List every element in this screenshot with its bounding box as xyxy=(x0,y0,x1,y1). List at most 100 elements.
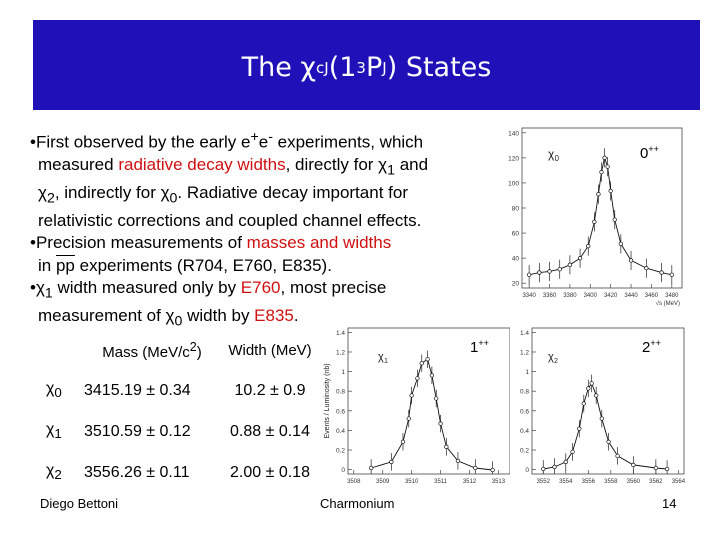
text: , indirectly for χ xyxy=(54,183,170,203)
data-point xyxy=(438,421,443,426)
data-point xyxy=(618,241,624,247)
jpc-superscript: ++ xyxy=(648,144,659,154)
bullet-2-line-2: in pp experiments (R704, E760, E835). xyxy=(30,255,510,278)
text: 2 xyxy=(189,339,197,354)
text: in xyxy=(38,255,56,275)
jpc-number: 2 xyxy=(642,339,650,356)
y-tick-label: 1.2 xyxy=(336,349,345,356)
footer-author: Diego Bettoni xyxy=(40,496,119,511)
x-tick-label: 3556 xyxy=(582,479,596,485)
text: width by xyxy=(182,306,255,326)
data-point xyxy=(567,262,573,267)
bullet-list: •First observed by the early e+e- experi… xyxy=(30,126,510,333)
state-label-sub: 1 xyxy=(384,357,388,365)
x-tick-label: 3511 xyxy=(434,479,448,485)
fit-curve xyxy=(543,382,668,470)
data-point xyxy=(570,449,575,454)
data-point xyxy=(429,373,435,378)
text: measured xyxy=(38,155,119,175)
data-point xyxy=(425,357,430,362)
text: •First observed by the early e xyxy=(30,132,251,152)
y-tick-label: 0.6 xyxy=(336,408,345,415)
state-cell: χ0 xyxy=(46,370,84,411)
jpc-number: 0 xyxy=(640,145,648,162)
data-point xyxy=(606,439,611,444)
data-point xyxy=(586,386,591,391)
data-point xyxy=(406,416,411,421)
title-bar: The χ cJ (1 3 P J) States xyxy=(33,20,700,110)
y-tick-label: 100 xyxy=(508,180,519,187)
jpc-label: 0++ xyxy=(640,144,659,162)
text: experiments, which xyxy=(272,132,424,152)
x-tick-label: 3340 xyxy=(522,293,536,299)
slide-title: The χ cJ (1 3 P J) States xyxy=(33,20,700,110)
data-point xyxy=(577,256,583,261)
data-point xyxy=(664,466,670,472)
footer-center: Charmonium xyxy=(320,496,395,511)
x-tick-label: 3380 xyxy=(563,293,577,299)
x-tick-label: 3420 xyxy=(604,293,618,299)
data-point xyxy=(653,465,659,471)
bullet-1-line-2: measured radiative decay widths, directl… xyxy=(30,154,510,182)
state-cell: χ2 xyxy=(46,452,84,493)
state-label-sub: 2 xyxy=(554,357,558,365)
data-point xyxy=(444,444,449,449)
y-tick-label: 0 xyxy=(341,467,345,474)
x-tick-label: 3510 xyxy=(405,479,419,485)
state-cell: χ1 xyxy=(46,411,84,452)
x-tick-label: 3513 xyxy=(492,479,506,485)
data-point xyxy=(409,393,414,398)
data-point xyxy=(659,270,664,275)
header-mass: Mass (MeV/c2) xyxy=(84,330,220,370)
text: . xyxy=(293,306,299,326)
data-point xyxy=(612,217,617,222)
title-superscript: 3 xyxy=(356,58,366,77)
x-tick-label: 3512 xyxy=(463,479,477,485)
data-point xyxy=(419,361,424,366)
bullet-1: •First observed by the early e+e- experi… xyxy=(30,126,510,154)
header-width: Width (MeV) xyxy=(228,341,312,359)
data-point xyxy=(434,396,439,401)
table-header: Mass (MeV/c2) Width (MeV) xyxy=(46,330,320,370)
title-text: ) States xyxy=(386,52,492,83)
data-point xyxy=(455,458,461,464)
y-tick-label: 120 xyxy=(508,155,519,162)
x-tick-label: 3508 xyxy=(347,479,361,485)
text: and xyxy=(394,155,429,175)
data-point xyxy=(415,376,420,381)
y-tick-label: 20 xyxy=(512,281,520,288)
x-tick-label: 3554 xyxy=(559,479,573,485)
y-tick-label: 0.4 xyxy=(520,428,529,435)
title-text: The χ xyxy=(241,52,317,83)
x-tick-label: 3400 xyxy=(584,293,598,299)
text: . Radiative decay important for xyxy=(177,183,408,203)
text: - xyxy=(268,129,273,145)
text: 2 xyxy=(46,190,55,207)
y-tick-label: 40 xyxy=(512,256,520,263)
y-tick-label: 1.2 xyxy=(520,349,529,356)
width-cell: 2.00 ± 0.18 xyxy=(230,463,310,481)
x-tick-label: 3480 xyxy=(665,293,679,299)
y-axis-label: Events / Luminosity (nb) xyxy=(324,363,331,438)
y-tick-label: 1.4 xyxy=(336,330,345,337)
text: , directly for χ xyxy=(285,155,388,175)
text: 0 xyxy=(54,385,62,401)
state-label-sub: 0 xyxy=(555,154,560,163)
x-tick-label: 3560 xyxy=(627,479,641,485)
data-point xyxy=(599,169,604,175)
data-point xyxy=(605,164,610,169)
data-point xyxy=(389,459,394,465)
highlight-text: radiative decay widths xyxy=(118,155,286,175)
chi2-chart: 1.4 1.2 1 0.8 0.6 0.4 0.2 0 3552 3554 3556 3558 3560… xyxy=(520,327,686,485)
text: experiments (R704, E760, E835). xyxy=(74,255,332,275)
data-point xyxy=(557,267,562,272)
data-point xyxy=(631,462,636,468)
data-point xyxy=(368,465,374,471)
text: χ xyxy=(38,183,47,203)
highlight-text: masses and widths xyxy=(246,233,392,253)
state-label: χ xyxy=(548,147,555,161)
x-tick-label: 3564 xyxy=(672,479,686,485)
y-tick-label: 0.6 xyxy=(520,408,529,415)
text: width measured only by xyxy=(52,278,241,298)
